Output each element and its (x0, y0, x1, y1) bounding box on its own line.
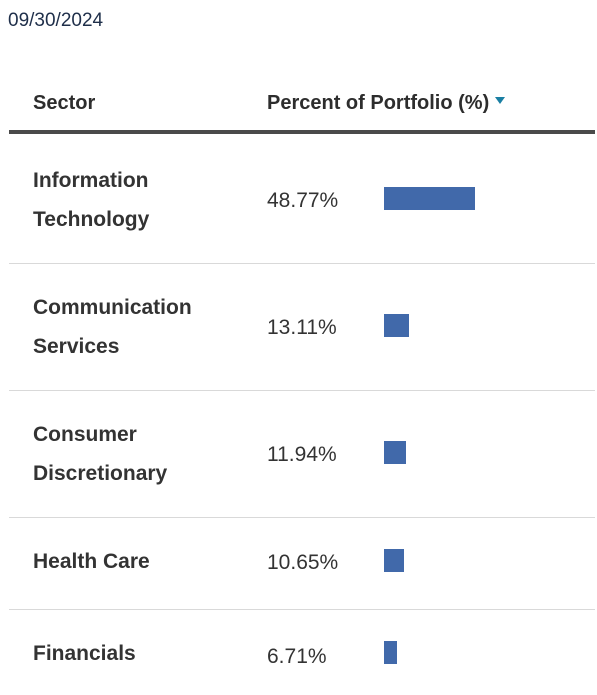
sector-name: Consumer Discretionary (33, 423, 168, 485)
sort-desc-icon[interactable] (495, 97, 506, 104)
percent-bar (384, 549, 404, 572)
as-of-date: 09/30/2024 (8, 10, 104, 31)
table-header: Sector Percent of Portfolio (%) (9, 78, 595, 134)
table-row: Communication Services 13.11% (9, 264, 595, 391)
sector-name: Information Technology (33, 169, 150, 231)
percent-bar (384, 441, 407, 464)
sector-name: Health Care (33, 550, 150, 573)
table-row: Health Care 10.65% (9, 518, 595, 610)
percent-column-header[interactable]: Percent of Portfolio (%) (267, 92, 506, 115)
percent-bar (384, 314, 409, 337)
percent-value: 13.11% (267, 316, 337, 339)
table-row: Consumer Discretionary 11.94% (9, 391, 595, 518)
sector-name: Financials (33, 642, 136, 665)
percent-bar (384, 641, 397, 664)
sector-name: Communication Services (33, 296, 192, 358)
percent-value: 6.71% (267, 645, 327, 668)
table-row: Information Technology 48.77% (9, 134, 595, 264)
percent-column-header-label: Percent of Portfolio (%) (267, 92, 490, 114)
percent-value: 11.94% (267, 443, 337, 466)
sector-column-header: Sector (33, 92, 96, 114)
percent-value: 48.77% (267, 189, 339, 212)
percent-value: 10.65% (267, 551, 339, 574)
table-row: Financials 6.71% (9, 610, 595, 695)
percent-bar (384, 187, 476, 210)
